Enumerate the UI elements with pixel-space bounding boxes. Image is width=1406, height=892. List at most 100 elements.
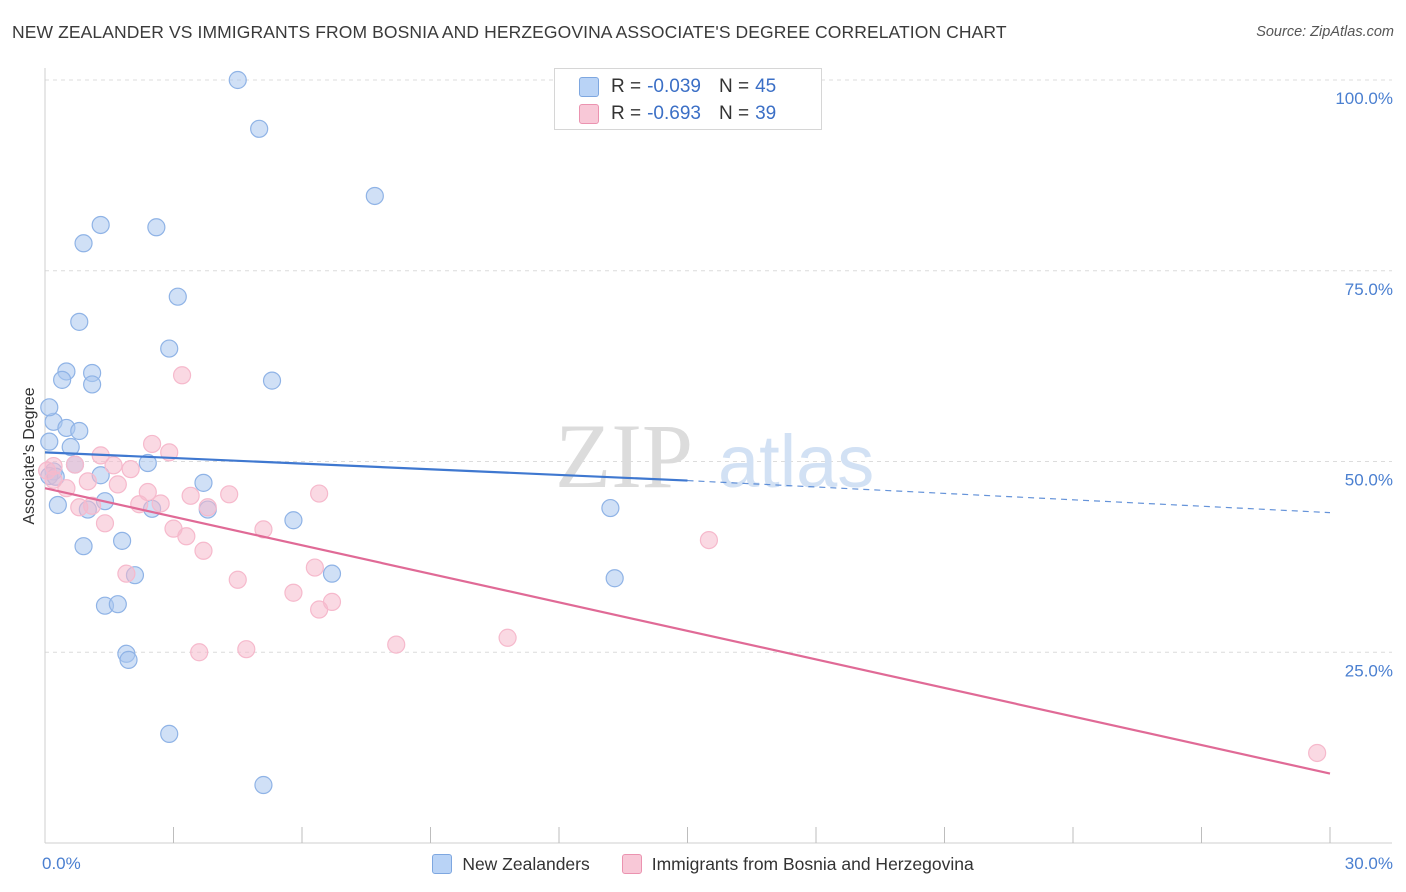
data-point-bosnia — [104, 456, 123, 475]
bottom-legend: New Zealanders Immigrants from Bosnia an… — [0, 851, 1406, 877]
y-axis-title: Associate's Degree — [21, 387, 38, 524]
data-point-bosnia — [117, 564, 136, 583]
data-point-new-zealander — [108, 595, 127, 614]
tick-labels: 25.0% 50.0% 75.0% 100.0% 0.0% 30.0% — [42, 89, 1393, 873]
data-point-bosnia — [65, 455, 85, 474]
data-point-bosnia — [78, 472, 97, 491]
legend-item-new-zealanders[interactable]: New Zealanders — [432, 853, 590, 875]
data-point-new-zealander — [322, 564, 342, 583]
data-point-bosnia — [44, 470, 63, 489]
data-point-new-zealander — [228, 70, 247, 90]
stats-legend: R = -0.039 N = 45 R = -0.693 N = 39 — [554, 68, 822, 130]
trend-line-new-zealanders-extension — [687, 479, 1331, 514]
data-point-new-zealander — [254, 775, 273, 795]
data-point-bosnia — [172, 366, 192, 385]
axes — [44, 68, 1392, 844]
data-point-new-zealander — [70, 312, 89, 331]
data-point-new-zealander — [74, 234, 93, 253]
trend-lines — [44, 451, 1331, 775]
data-point-bosnia — [284, 583, 303, 602]
data-point-new-zealander — [83, 375, 102, 394]
data-point-bosnia — [190, 643, 209, 662]
data-point-bosnia — [95, 514, 115, 533]
data-point-new-zealander — [194, 473, 213, 492]
n-label: N = — [718, 76, 750, 97]
data-point-bosnia — [310, 484, 329, 503]
stats-row-new-zealanders: R = -0.039 N = 45 — [579, 75, 776, 99]
trend-line-bosnia — [44, 487, 1331, 775]
data-point-bosnia — [310, 600, 329, 619]
series1-swatch — [579, 77, 599, 97]
series2-swatch — [579, 104, 599, 124]
data-point-bosnia — [151, 494, 170, 513]
data-point-new-zealander — [160, 339, 179, 358]
data-point-new-zealander — [112, 531, 132, 550]
series2-r-value: -0.693 — [647, 103, 701, 124]
watermark: ZIP atlas — [555, 405, 874, 507]
series2-n-value: 39 — [755, 103, 777, 124]
data-point-new-zealander — [160, 724, 179, 743]
data-point-new-zealander — [365, 186, 384, 206]
series-bosnia-points — [38, 366, 1327, 763]
data-point-new-zealander — [48, 495, 67, 515]
data-point-bosnia — [254, 520, 273, 539]
data-point-new-zealander — [250, 119, 269, 138]
y-tick-label: 100.0% — [1335, 89, 1393, 108]
legend-item-bosnia[interactable]: Immigrants from Bosnia and Herzegovina — [621, 853, 974, 875]
watermark-atlas: atlas — [718, 420, 874, 503]
legend-swatch-pink — [621, 854, 642, 874]
source-credit: Source: ZipAtlas.com — [1256, 24, 1394, 40]
n-label: N = — [718, 103, 750, 124]
x-tick-label: 30.0% — [1345, 854, 1393, 873]
chart-title: NEW ZEALANDER VS IMMIGRANTS FROM BOSNIA … — [12, 22, 1007, 42]
legend-swatch-blue — [432, 854, 453, 874]
data-point-new-zealander — [119, 650, 138, 669]
data-point-new-zealander — [147, 218, 166, 237]
data-point-new-zealander — [61, 437, 80, 457]
legend-label-new-zealanders: New Zealanders — [462, 853, 590, 874]
data-point-new-zealander — [40, 398, 59, 417]
data-point-new-zealander — [40, 432, 59, 451]
data-point-new-zealander — [601, 498, 620, 518]
data-point-new-zealander — [262, 371, 282, 390]
series-new-zealanders-points — [40, 70, 624, 795]
data-point-bosnia — [198, 498, 217, 517]
data-point-bosnia — [108, 475, 127, 494]
data-point-new-zealander — [53, 370, 72, 389]
r-label: R = — [611, 76, 642, 97]
data-point-new-zealander — [168, 287, 187, 306]
data-point-new-zealander — [70, 421, 89, 441]
legend-label-bosnia: Immigrants from Bosnia and Herzegovina — [651, 853, 974, 874]
watermark-zip: ZIP — [555, 405, 693, 507]
data-point-bosnia — [228, 570, 247, 589]
data-point-bosnia — [305, 558, 324, 577]
data-point-new-zealander — [605, 569, 624, 588]
data-point-new-zealander — [284, 511, 303, 530]
data-point-bosnia — [83, 496, 102, 515]
y-tick-label: 25.0% — [1345, 661, 1393, 680]
x-tick-label: 0.0% — [42, 854, 81, 873]
stats-row-bosnia: R = -0.693 N = 39 — [579, 102, 776, 126]
data-point-new-zealander — [74, 537, 93, 556]
data-point-bosnia — [142, 434, 162, 454]
data-point-bosnia — [181, 486, 200, 505]
y-tick-label: 50.0% — [1345, 471, 1393, 490]
data-point-bosnia — [121, 460, 140, 479]
data-point-bosnia — [220, 485, 239, 504]
series1-n-value: 45 — [755, 76, 777, 97]
y-tick-label: 75.0% — [1345, 280, 1393, 299]
data-point-bosnia — [1308, 743, 1327, 763]
gridlines — [45, 79, 1392, 653]
data-point-bosnia — [498, 628, 517, 647]
data-point-bosnia — [699, 530, 719, 550]
data-point-new-zealander — [91, 215, 110, 235]
series1-r-value: -0.039 — [647, 76, 701, 97]
data-point-bosnia — [387, 635, 406, 654]
data-point-bosnia — [237, 640, 256, 659]
data-point-new-zealander — [138, 453, 157, 473]
trend-line-new-zealanders — [44, 451, 688, 482]
data-point-bosnia — [194, 541, 213, 560]
data-point-bosnia — [177, 527, 196, 546]
r-label: R = — [611, 103, 642, 124]
